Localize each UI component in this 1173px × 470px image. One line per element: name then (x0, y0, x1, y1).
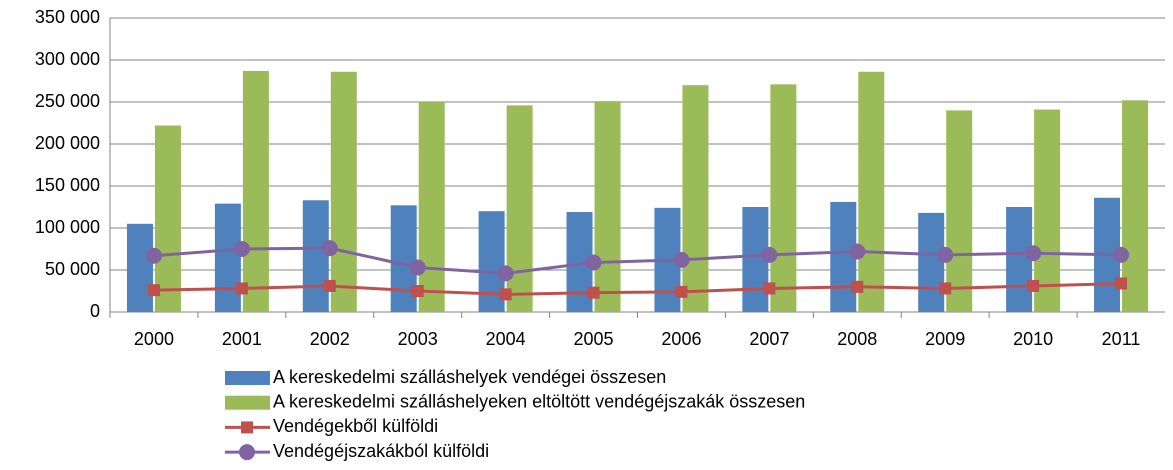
legend-marker (239, 444, 255, 461)
legend-label: Vendégéjszakákból külföldi (273, 441, 489, 461)
x-tick-label: 2009 (925, 329, 965, 349)
bar (154, 125, 181, 313)
x-tick-label: 2000 (134, 329, 174, 349)
line (153, 246, 1122, 275)
x-tick-label: 2002 (310, 329, 350, 349)
y-tick-label: 250 000 (35, 91, 100, 111)
marker (321, 240, 338, 257)
x-tick-label: 2010 (1013, 329, 1053, 349)
x-tick-label: 2006 (661, 329, 701, 349)
marker (235, 282, 248, 295)
bar (126, 223, 153, 312)
bar (302, 200, 329, 312)
marker (233, 241, 250, 257)
x-tick-label: 2008 (837, 329, 877, 349)
bar (770, 84, 797, 312)
marker (1027, 279, 1040, 292)
marker (1115, 277, 1128, 290)
legend-swatch (225, 395, 270, 410)
legend-label: Vendégekből külföldi (273, 416, 438, 436)
marker (499, 288, 512, 301)
bar (242, 70, 269, 312)
marker (849, 243, 866, 260)
x-tick-label: 2005 (574, 329, 614, 349)
x-tick-label: 2004 (486, 329, 526, 349)
legend-marker (241, 421, 253, 434)
marker (323, 279, 336, 292)
marker (939, 282, 952, 295)
y-tick-label: 350 000 (35, 7, 100, 27)
bar (682, 85, 709, 312)
x-tick-label: 2011 (1102, 329, 1141, 349)
bar (330, 71, 357, 312)
bar (1034, 109, 1061, 312)
bar (946, 110, 973, 313)
bar (506, 105, 533, 312)
legend-swatch (225, 371, 270, 385)
x-tick-label: 2001 (222, 329, 262, 349)
marker (585, 254, 602, 271)
bar (1122, 100, 1149, 312)
marker (763, 282, 776, 295)
marker (587, 286, 600, 299)
marker (497, 265, 514, 282)
marker (675, 285, 688, 298)
y-tick-label: 0 (90, 301, 100, 321)
marker (147, 284, 160, 297)
bar (594, 101, 621, 312)
bar (1006, 207, 1033, 312)
marker (673, 251, 690, 268)
y-tick-label: 50 000 (45, 259, 100, 279)
bar (214, 203, 241, 312)
bar (858, 71, 885, 312)
y-tick-label: 200 000 (35, 133, 100, 153)
marker (1113, 246, 1130, 263)
x-tick-label: 2007 (749, 329, 789, 349)
bar (418, 102, 445, 312)
marker (851, 280, 864, 293)
legend-label: A kereskedelmi szálláshelyeken eltöltött… (273, 391, 805, 411)
marker (411, 285, 424, 297)
bar (918, 212, 945, 312)
marker (409, 259, 426, 276)
y-tick-label: 100 000 (35, 217, 100, 237)
x-tick-label: 2003 (398, 329, 438, 349)
legend-label: A kereskedelmi szálláshelyek vendégei ös… (273, 367, 666, 387)
y-tick-label: 150 000 (35, 175, 100, 195)
line (153, 281, 1122, 296)
marker (1025, 245, 1042, 262)
marker (145, 247, 162, 264)
y-tick-label: 300 000 (35, 49, 100, 69)
marker (761, 246, 778, 263)
marker (937, 246, 954, 263)
